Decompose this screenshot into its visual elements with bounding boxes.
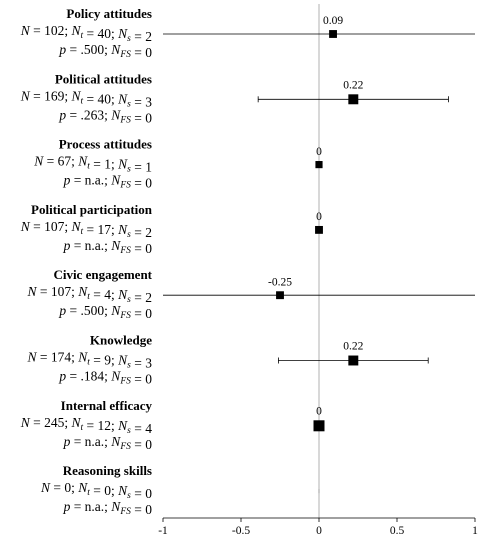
- value-label: 0: [316, 211, 322, 223]
- row-title: Process attitudes: [59, 137, 152, 152]
- row-stats-line1: N = 107; Nt = 17; Ns = 2: [20, 219, 152, 240]
- point-marker: [315, 161, 323, 169]
- row-stats-line2: p = .500; NFS = 0: [58, 42, 152, 60]
- value-label: 0: [316, 405, 322, 417]
- row-stats-line1: N = 0; Nt = 0; Ns = 0: [40, 480, 152, 501]
- value-label: 0.22: [343, 341, 363, 353]
- point-marker: [276, 291, 284, 300]
- x-tick-label: -1: [158, 525, 168, 536]
- row-stats-line1: N = 245; Nt = 12; Ns = 4: [20, 415, 153, 436]
- row-stats-line1: N = 174; Nt = 9; Ns = 3: [26, 350, 152, 371]
- row-stats-line1: N = 169; Nt = 40; Ns = 3: [20, 88, 153, 109]
- row-stats-line2: p = n.a.; NFS = 0: [63, 238, 153, 256]
- row-title: Internal efficacy: [61, 398, 153, 413]
- x-tick-label: 0: [316, 525, 322, 536]
- row-stats-line2: p = n.a.; NFS = 0: [63, 499, 153, 517]
- value-label: 0: [316, 146, 322, 158]
- row-stats-line1: N = 107; Nt = 4; Ns = 2: [26, 284, 152, 305]
- row-title: Policy attitudes: [66, 6, 152, 21]
- row-title: Civic engagement: [53, 267, 152, 282]
- point-marker: [348, 94, 359, 105]
- row-stats-line2: p = .500; NFS = 0: [58, 303, 152, 321]
- value-label: 0.09: [323, 15, 343, 27]
- row-stats-line1: N = 102; Nt = 40; Ns = 2: [20, 23, 152, 44]
- row-stats-line2: p = .184; NFS = 0: [58, 369, 152, 387]
- row-title: Political participation: [31, 202, 153, 217]
- point-marker: [348, 355, 359, 366]
- row-stats-line2: p = n.a.; NFS = 0: [63, 173, 153, 191]
- row-title: Reasoning skills: [63, 463, 152, 478]
- row-stats-line2: p = n.a.; NFS = 0: [63, 434, 153, 452]
- row-title: Political attitudes: [55, 71, 152, 86]
- value-label: -0.25: [268, 276, 292, 288]
- value-label: 0.22: [343, 79, 363, 91]
- point-marker: [313, 420, 325, 432]
- row-stats-line2: p = .263; NFS = 0: [58, 107, 152, 125]
- point-marker: [315, 225, 323, 234]
- point-marker: [329, 30, 337, 38]
- row-title: Knowledge: [90, 333, 152, 348]
- x-tick-label: -0.5: [232, 525, 250, 536]
- x-tick-label: 1: [472, 525, 478, 536]
- row-stats-line1: N = 67; Nt = 1; Ns = 1: [33, 154, 152, 175]
- x-tick-label: 0.5: [390, 525, 405, 536]
